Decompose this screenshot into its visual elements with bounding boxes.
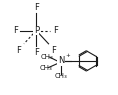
Text: F: F <box>13 26 18 35</box>
Text: F: F <box>51 46 56 55</box>
Text: CH₃: CH₃ <box>40 54 53 60</box>
Text: CH₃: CH₃ <box>39 65 52 70</box>
Text: F: F <box>16 46 21 55</box>
Text: F: F <box>53 26 58 35</box>
Text: CH₃: CH₃ <box>55 73 67 79</box>
Text: P: P <box>34 26 39 35</box>
Text: F: F <box>34 3 39 12</box>
Text: +: + <box>65 53 70 58</box>
Text: N: N <box>58 56 64 65</box>
Text: F: F <box>34 48 39 57</box>
